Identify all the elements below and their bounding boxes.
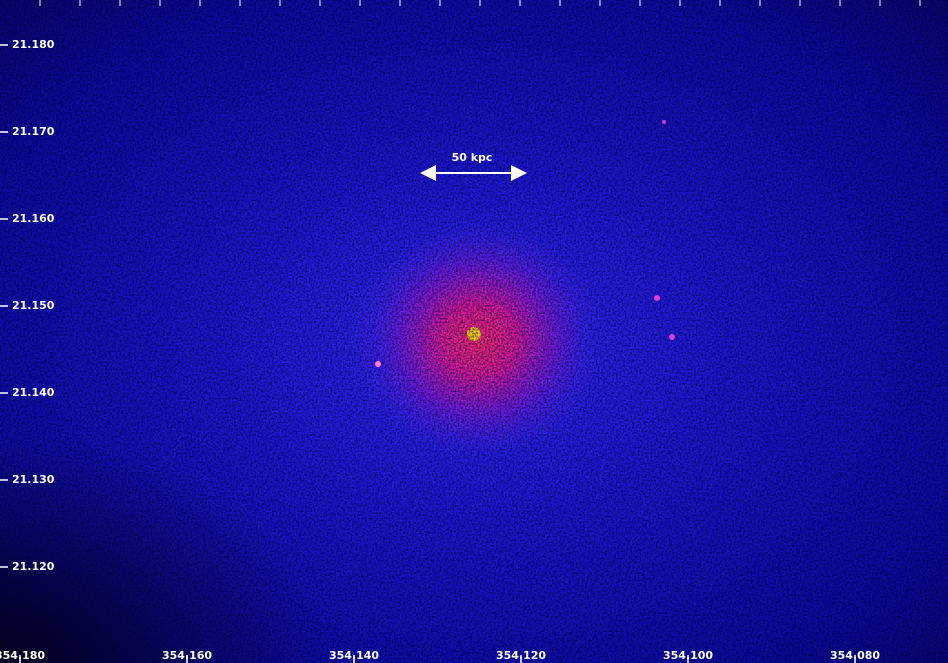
y-axis-label: 21.160 [12,212,55,225]
x-axis-label: 354.140 [329,649,379,662]
x-axis-label: 354.160 [162,649,212,662]
x-axis-label: 354.100 [663,649,713,662]
x-axis-label: 354.180 [0,649,45,662]
point-source [375,361,381,367]
y-axis-label: 21.130 [12,473,55,486]
point-source [654,295,660,301]
xray-image: 50 kpc 21.180 21.170 21.160 21.150 21.140 21.… [0,0,948,663]
y-axis-label: 21.170 [12,125,55,138]
y-axis-label: 21.140 [12,386,55,399]
point-source [669,334,675,340]
y-axis-label: 21.120 [12,560,55,573]
y-axis-label: 21.150 [12,299,55,312]
y-axis-label: 21.180 [12,38,55,51]
point-source [662,120,666,124]
x-axis-label: 354.080 [830,649,880,662]
scale-bar-label: 50 kpc [452,151,493,164]
x-axis-label: 354.120 [496,649,546,662]
noise [0,0,948,663]
